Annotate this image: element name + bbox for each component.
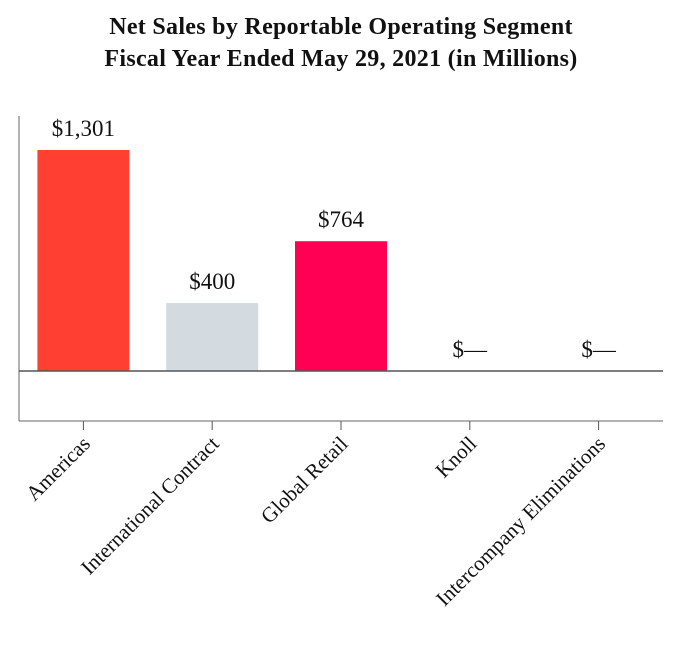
data-label-1: $400: [189, 269, 235, 294]
data-label-2: $764: [318, 207, 365, 232]
x-tick-label-1: International Contract: [76, 431, 224, 579]
axes-group: [18, 116, 663, 430]
x-tick-label-0: Americas: [21, 432, 95, 506]
x-tick-label-3: Knoll: [431, 431, 482, 482]
bars-group: [37, 150, 387, 371]
bar-0: [37, 150, 130, 371]
data-label-3: $—: [453, 337, 489, 362]
data-labels-group: $1,301 $400 $764 $— $—: [52, 116, 617, 362]
bar-2: [295, 241, 387, 371]
bar-1: [166, 303, 259, 371]
data-label-0: $1,301: [52, 116, 115, 141]
data-label-4: $—: [581, 337, 617, 362]
chart-title-line-1: Net Sales by Reportable Operating Segmen…: [109, 14, 573, 40]
x-tick-label-2: Global Retail: [256, 431, 353, 528]
chart-title-line-2: Fiscal Year Ended May 29, 2021 (in Milli…: [104, 46, 578, 72]
